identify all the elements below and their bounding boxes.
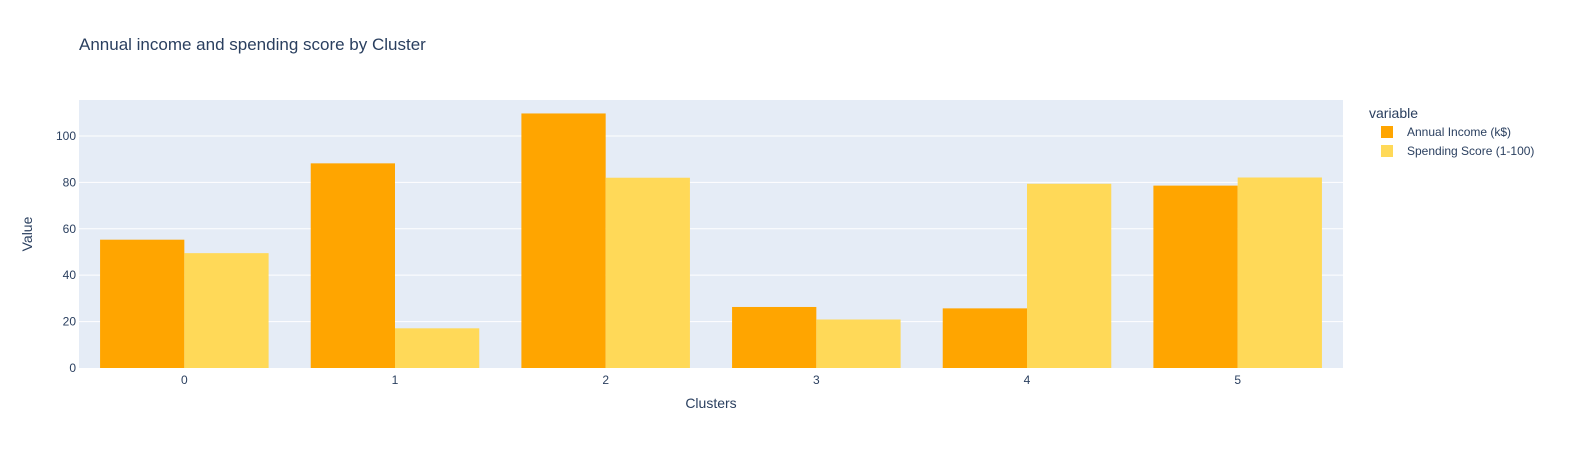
y-axis-title: Value [19,216,35,251]
legend-label-annual-income: Annual Income (k$) [1407,125,1511,139]
bar-spending-score-cluster-0[interactable] [184,253,269,368]
bar-spending-score-cluster-3[interactable] [816,319,901,368]
y-tick-label: 40 [63,268,77,282]
bar-annual-income-cluster-2[interactable] [521,113,606,368]
x-axis-title: Clusters [685,395,736,411]
bar-annual-income-cluster-0[interactable] [100,239,185,368]
legend-title: variable [1369,105,1418,121]
legend-swatch-annual-income [1381,126,1393,138]
legend-item-spending-score[interactable]: Spending Score (1-100) [1381,144,1534,158]
y-axis-ticks: 0 20 40 60 80 100 [56,129,76,375]
x-axis-ticks: 0 1 2 3 4 5 [181,373,1241,387]
bar-spending-score-cluster-5[interactable] [1237,177,1322,368]
legend-item-annual-income[interactable]: Annual Income (k$) [1381,125,1511,139]
y-tick-label: 20 [63,315,77,329]
bar-annual-income-cluster-1[interactable] [310,163,395,368]
y-tick-label: 60 [63,222,77,236]
x-tick-label: 2 [602,373,609,387]
bar-annual-income-cluster-3[interactable] [732,306,817,368]
x-tick-label: 4 [1024,373,1031,387]
x-tick-label: 3 [813,373,820,387]
y-tick-label: 0 [69,361,76,375]
bar-spending-score-cluster-2[interactable] [605,177,690,368]
legend: variable Annual Income (k$) Spending Sco… [1369,105,1534,158]
x-tick-label: 1 [392,373,399,387]
bar-spending-score-cluster-1[interactable] [395,328,480,368]
y-tick-label: 100 [56,129,76,143]
legend-label-spending-score: Spending Score (1-100) [1407,144,1534,158]
x-tick-label: 5 [1234,373,1241,387]
bar-annual-income-cluster-5[interactable] [1153,185,1238,368]
y-tick-label: 80 [63,175,77,189]
x-tick-label: 0 [181,373,188,387]
bar-annual-income-cluster-4[interactable] [942,308,1027,368]
legend-swatch-spending-score [1381,145,1393,157]
plot-area [79,100,1343,368]
bar-spending-score-cluster-4[interactable] [1027,183,1112,368]
gridlines [79,135,1343,323]
bars [100,113,1322,368]
chart-title: Annual income and spending score by Clus… [79,35,426,54]
